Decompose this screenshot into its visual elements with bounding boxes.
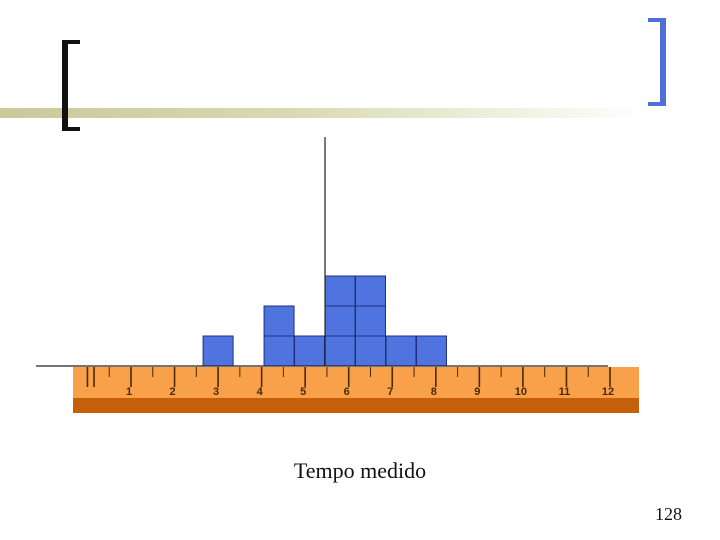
measurement-block	[355, 275, 386, 307]
measurement-block	[294, 335, 326, 367]
measurement-block	[385, 335, 417, 367]
right-bracket-decoration	[648, 18, 666, 106]
page-number: 128	[655, 504, 682, 524]
measurement-block	[263, 335, 295, 367]
ruler: 1 2 3 4 5 6 7 8 9 10 11 12	[73, 367, 639, 413]
ruler-label: 8	[431, 386, 437, 398]
measurement-block	[355, 335, 386, 367]
ruler-label: 6	[344, 386, 350, 398]
measurement-block	[324, 275, 356, 307]
measurement-block	[202, 335, 234, 367]
ruler-labels: 1 2 3 4 5 6 7 8 9 10 11 12	[126, 386, 614, 398]
ruler-label: 7	[387, 386, 393, 398]
ruler-label: 10	[515, 386, 527, 398]
ruler-label: 4	[257, 386, 264, 398]
measurement-block	[355, 305, 386, 337]
ruler-label: 9	[474, 386, 480, 398]
ruler-label: 3	[213, 386, 219, 398]
measurement-block	[415, 335, 447, 367]
ruler-label: 5	[300, 386, 306, 398]
measurement-block	[324, 335, 356, 367]
caption: Tempo medido	[293, 458, 427, 483]
ruler-label: 11	[559, 386, 571, 398]
ruler-body	[73, 367, 639, 398]
measurement-block	[263, 305, 295, 337]
ruler-label: 2	[169, 386, 175, 398]
ruler-label: 12	[602, 386, 614, 398]
ruler-base-strip	[73, 398, 639, 413]
measurement-block	[324, 305, 356, 337]
decorative-band	[0, 108, 650, 118]
ruler-label: 1	[126, 386, 132, 398]
ruler-ticks	[86, 367, 611, 387]
left-bracket-decoration	[62, 40, 80, 131]
